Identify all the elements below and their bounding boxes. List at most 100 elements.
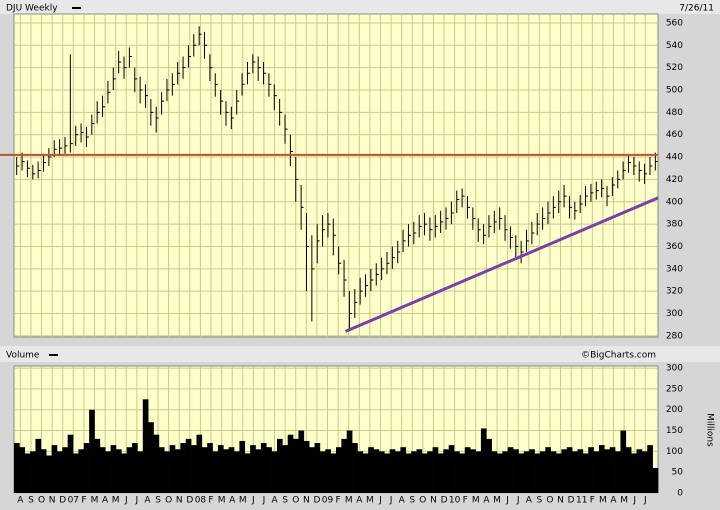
volume-axis-label: Millions [705,413,715,447]
x-tick-label: J [251,496,255,506]
y-tick-label: 540 [666,41,683,51]
ohlc-bar [166,78,170,102]
volume-bar [30,451,36,493]
ohlc-bar [531,221,535,245]
ohlc-bar [322,215,326,247]
volume-bar [255,449,262,493]
volume-bar [523,451,530,493]
volume-header-bar [0,346,720,362]
x-tick-label: A [17,496,24,506]
volume-bar [454,451,460,493]
x-tick-label: M [472,496,480,506]
ohlc-bar [118,50,122,74]
ohlc-bar [434,215,438,238]
x-tick-label: M [218,496,226,506]
volume-bar [437,453,444,493]
x-tick-label: M [112,496,120,506]
x-tick-label: N [176,496,183,506]
volume-bar [303,440,310,493]
volume-bar [137,451,144,493]
ohlc-bar [75,125,79,146]
x-tick-label: 08 [195,496,207,506]
y-tick-label: 0 [677,489,683,499]
volume-bar [67,434,74,493]
x-tick-label: J [643,496,647,506]
ohlc-bar [563,185,567,208]
ohlc-bar [644,163,648,184]
volume-bar [604,449,610,493]
volume-bar [201,447,208,493]
ohlc-bar [289,134,293,166]
chart-date: 7/26/11 [679,4,714,14]
x-tick-label: A [399,496,406,506]
x-tick-label: A [271,496,278,506]
volume-bar [416,449,423,493]
ohlc-bar [209,54,213,82]
credit: ©BigCharts.com [581,351,656,361]
volume-title: Volume [6,351,40,361]
volume-bar [615,451,621,493]
x-tick-label: 07 [68,496,79,506]
ohlc-bar [499,207,503,230]
x-tick-label: F [208,496,213,506]
x-tick-label: M [599,496,607,506]
ohlc-bar [402,229,406,253]
x-tick-label: F [81,496,86,506]
ohlc-bar [413,221,417,245]
x-tick-label: O [419,496,426,506]
volume-bar [164,451,170,493]
ohlc-bar [80,123,84,143]
ohlc-bar [252,54,256,74]
x-tick-label: M [366,496,374,506]
ohlc-bar [547,201,551,225]
volume-bar [620,430,627,493]
ohlc-bar [187,45,191,68]
x-tick-label: S [155,496,161,506]
volume-bar [362,453,369,493]
volume-bar [411,451,417,493]
ohlc-bar [407,224,411,247]
ohlc-bar [456,190,460,213]
volume-icon [49,354,58,356]
volume-bar [561,449,568,493]
volume-bar [132,443,138,493]
x-tick-label: M [91,496,99,506]
ohlc-bar [509,226,513,249]
ohlc-bar [622,161,626,180]
volume-bar [459,453,466,493]
ohlc-bar [526,229,530,253]
volume-bar [636,449,643,493]
volume-bar [507,447,514,493]
x-tick-label: J [262,496,266,506]
ohlc-bar [445,207,449,230]
ohlc-bar [37,161,41,179]
ohlc-bar [257,56,261,82]
ohlc-bar [386,252,390,275]
volume-bar [228,447,235,493]
volume-bar [51,445,58,493]
ohlc-bar [198,26,202,46]
volume-bar [539,451,546,493]
x-tick-label: M [239,496,247,506]
volume-bar [56,451,63,493]
ohlc-bar [241,73,245,96]
volume-bar [266,447,272,493]
volume-bar [94,438,101,493]
volume-bar [83,443,90,493]
volume-bar [647,445,653,493]
volume-bar [24,453,31,493]
volume-bar [207,443,213,493]
volume-bar [491,451,498,493]
ohlc-bar [542,207,546,230]
x-tick-label: A [526,496,533,506]
y-tick-label: 500 [666,86,683,96]
y-tick-label: 420 [666,175,683,185]
x-tick-label: J [632,496,636,506]
volume-bar [217,445,224,493]
volume-bar [593,451,600,493]
volume-bar [405,453,412,493]
volume-bar [373,449,380,493]
x-tick-label: S [282,496,288,506]
x-tick-label: F [590,496,595,506]
